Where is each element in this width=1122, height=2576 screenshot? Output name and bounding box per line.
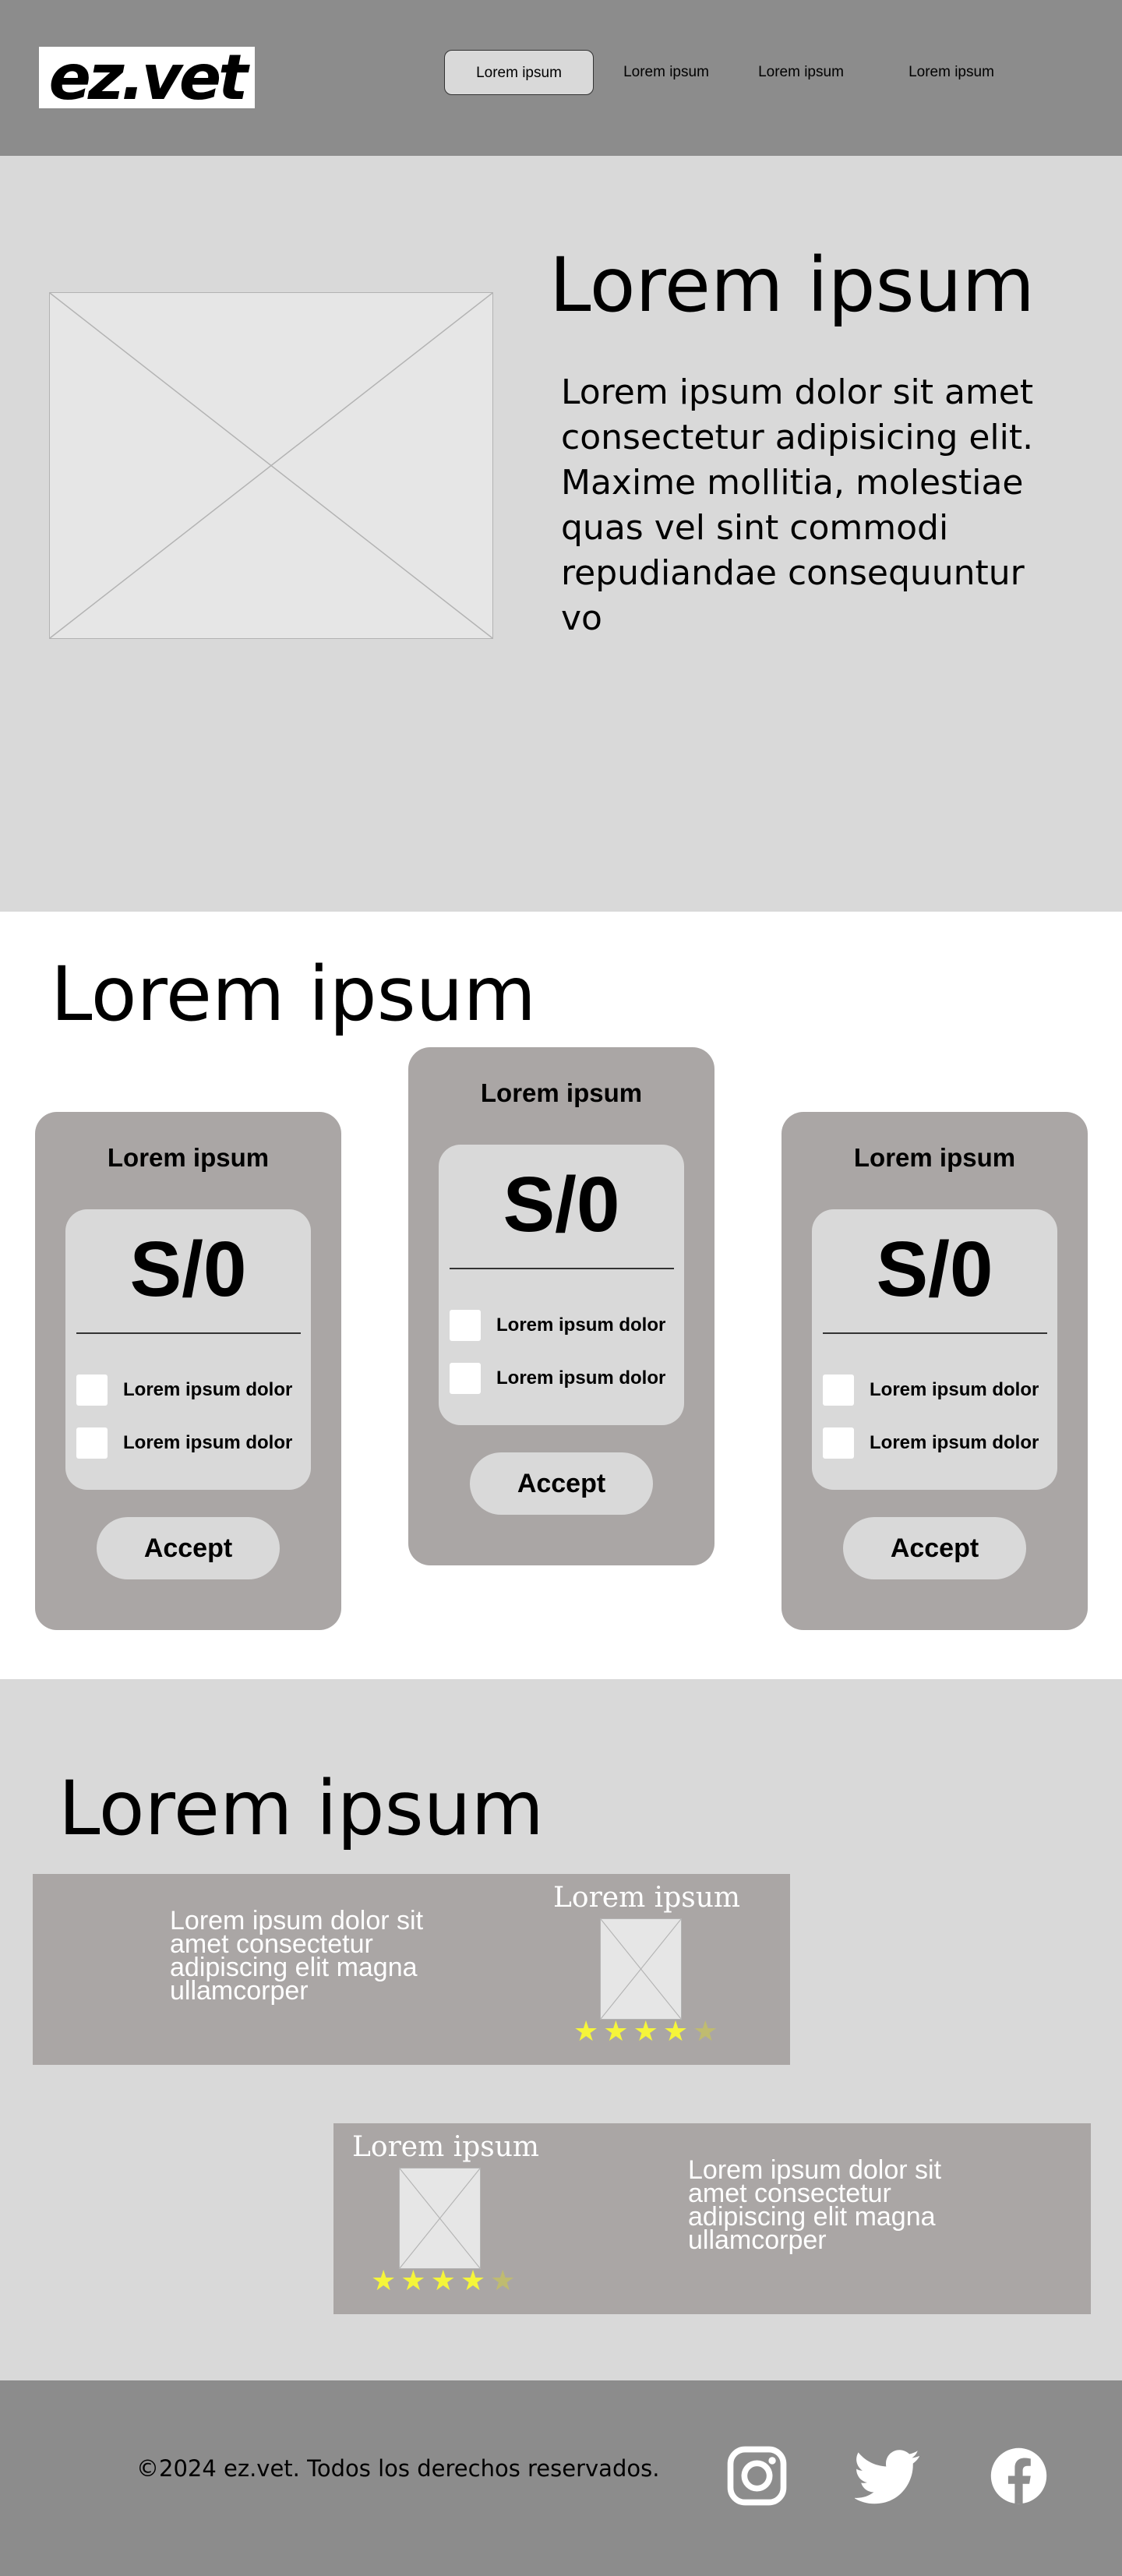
hero-title: Lorem ipsum — [549, 242, 1035, 329]
feature-checkbox[interactable] — [76, 1374, 108, 1406]
feature-label: Lorem ipsum dolor — [870, 1379, 1039, 1400]
card-inner-panel: S/0 Lorem ipsum dolor Lorem ipsum dolor — [439, 1145, 684, 1425]
twitter-icon[interactable] — [853, 2443, 921, 2509]
card-feature: Lorem ipsum dolor — [76, 1427, 310, 1459]
pricing-title: Lorem ipsum — [51, 951, 536, 1038]
feature-checkbox[interactable] — [823, 1427, 854, 1459]
logo[interactable]: ez.vet — [39, 47, 255, 108]
review-text: Lorem ipsum dolor sit amet consectetur a… — [170, 1906, 424, 2006]
site-footer: ©2024 ez.vet. Todos los derechos reserva… — [0, 2380, 1122, 2576]
card-inner-panel: S/0 Lorem ipsum dolor Lorem ipsum dolor — [65, 1209, 311, 1490]
card-price: S/0 — [503, 1161, 620, 1248]
pricing-card-3: Lorem ipsum S/0 Lorem ipsum dolor Lorem … — [782, 1112, 1088, 1630]
instagram-icon[interactable] — [724, 2443, 790, 2509]
feature-label: Lorem ipsum dolor — [123, 1432, 293, 1453]
star-icon: ★ — [603, 2016, 633, 2048]
star-icon: ★ — [430, 2265, 460, 2297]
site-header: ez.vet Lorem ipsum Lorem ipsum Lorem ips… — [0, 0, 1122, 156]
card-divider — [450, 1268, 674, 1269]
star-icon: ★ — [633, 2016, 663, 2048]
half-star-icon: ★ — [490, 2265, 520, 2297]
star-icon: ★ — [573, 2016, 604, 2048]
card-feature: Lorem ipsum dolor — [823, 1427, 1057, 1459]
copyright-text: ©2024 ez.vet. Todos los derechos reserva… — [136, 2455, 660, 2482]
reviewer-photo-placeholder — [399, 2168, 481, 2269]
feature-checkbox[interactable] — [823, 1374, 854, 1406]
feature-label: Lorem ipsum dolor — [496, 1367, 666, 1389]
card-feature: Lorem ipsum dolor — [450, 1363, 683, 1394]
card-divider — [76, 1332, 301, 1334]
card-inner-panel: S/0 Lorem ipsum dolor Lorem ipsum dolor — [812, 1209, 1057, 1490]
accept-button[interactable]: Accept — [843, 1517, 1026, 1579]
reviewer-photo-placeholder — [600, 1918, 682, 2020]
reviewer-name: Lorem ipsum — [553, 1882, 741, 1914]
pricing-card-2: Lorem ipsum S/0 Lorem ipsum dolor Lorem … — [408, 1047, 714, 1565]
feature-label: Lorem ipsum dolor — [870, 1432, 1039, 1453]
card-feature: Lorem ipsum dolor — [823, 1374, 1057, 1406]
pricing-card-1: Lorem ipsum S/0 Lorem ipsum dolor Lorem … — [35, 1112, 341, 1630]
accept-button[interactable]: Accept — [470, 1452, 653, 1515]
reviewer-name: Lorem ipsum — [352, 2131, 540, 2163]
nav-item-4[interactable]: Lorem ipsum — [909, 64, 994, 80]
nav-item-3[interactable]: Lorem ipsum — [758, 64, 844, 80]
card-feature: Lorem ipsum dolor — [450, 1310, 683, 1341]
feature-checkbox[interactable] — [450, 1363, 481, 1394]
feature-checkbox[interactable] — [76, 1427, 108, 1459]
half-star-icon: ★ — [693, 2016, 723, 2048]
feature-checkbox[interactable] — [450, 1310, 481, 1341]
review-card-1: Lorem ipsum dolor sit amet consectetur a… — [33, 1874, 790, 2065]
card-title: Lorem ipsum — [107, 1143, 270, 1172]
star-icon: ★ — [460, 2265, 491, 2297]
star-rating: ★★★★★ — [573, 2016, 722, 2048]
card-divider — [823, 1332, 1047, 1334]
card-feature: Lorem ipsum dolor — [76, 1374, 310, 1406]
star-icon: ★ — [400, 2265, 431, 2297]
nav-item-1[interactable]: Lorem ipsum — [444, 50, 594, 95]
card-price: S/0 — [129, 1226, 247, 1313]
hero-description: Lorem ipsum dolor sit amet consectetur a… — [561, 372, 1034, 638]
card-title: Lorem ipsum — [480, 1078, 643, 1107]
feature-label: Lorem ipsum dolor — [496, 1314, 666, 1336]
star-icon: ★ — [371, 2265, 401, 2297]
nav-item-2[interactable]: Lorem ipsum — [623, 64, 709, 80]
star-icon: ★ — [662, 2016, 693, 2048]
hero-image-placeholder — [49, 292, 493, 639]
testimonials-title: Lorem ipsum — [58, 1765, 544, 1852]
pricing-section: Lorem ipsum Lorem ipsum S/0 Lorem ipsum … — [0, 912, 1122, 1679]
review-card-2: Lorem ipsum ★★★★★ Lorem ipsum dolor sit … — [333, 2123, 1091, 2314]
card-price: S/0 — [876, 1226, 993, 1313]
card-title: Lorem ipsum — [853, 1143, 1016, 1172]
star-rating: ★★★★★ — [371, 2265, 520, 2297]
facebook-icon[interactable] — [986, 2443, 1052, 2509]
hero-section: Lorem ipsum Lorem ipsum dolor sit amet c… — [0, 156, 1122, 912]
feature-label: Lorem ipsum dolor — [123, 1379, 293, 1400]
review-text: Lorem ipsum dolor sit amet consectetur a… — [688, 2155, 942, 2255]
accept-button[interactable]: Accept — [97, 1517, 280, 1579]
testimonials-section: Lorem ipsum Lorem ipsum dolor sit amet c… — [0, 1679, 1122, 2380]
